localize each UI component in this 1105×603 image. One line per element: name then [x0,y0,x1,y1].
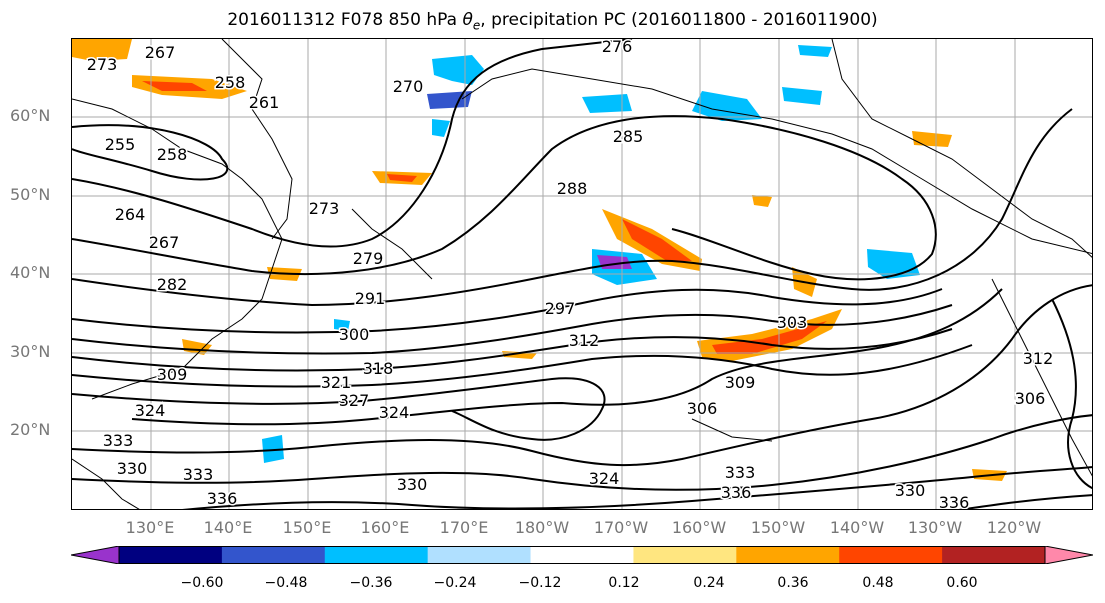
colorbar-tick-m048: −0.48 [264,575,308,591]
contour-label: 336 [721,483,752,502]
contour-label: 309 [157,365,188,384]
lon-label-150e: 150°E [282,518,332,537]
colorbar-segment [736,546,840,564]
title-suffix: , precipitation PC (2016011800 - 2016011… [480,10,878,30]
map-title: 2016011312 F078 850 hPa θe, precipitatio… [0,10,1105,32]
precip-shading [72,39,1007,481]
colorbar-segment [221,546,326,564]
colorbar-extend-high [1044,546,1093,564]
title-theta: θ [462,10,473,30]
title-prefix: 2016011312 F078 850 hPa [227,10,463,30]
lon-label-140w: 140°W [829,518,885,537]
lon-label-170e: 170°E [439,518,489,537]
lon-label-160e: 160°E [360,518,410,537]
contour-label: 264 [115,205,146,224]
lon-label-140e: 140°E [203,518,253,537]
colorbar-segment [633,546,737,564]
contour-label: 282 [157,275,188,294]
contour-label: 297 [545,299,576,318]
contour-label: 318 [363,359,394,378]
contour-label: 258 [157,145,188,164]
contour-label: 324 [589,469,620,488]
lon-label-130e: 130°E [125,518,175,537]
lon-label-130w: 130°W [907,518,963,537]
contour-label: 267 [145,43,176,62]
colorbar-tick-m060: −0.60 [180,575,224,591]
contour-label: 336 [207,489,238,508]
lat-label-20n: 20°N [10,420,51,439]
contour-label: 327 [339,391,370,410]
contour-label: 273 [87,55,118,74]
colorbar-segment [839,546,943,564]
colorbar-segment [942,546,1046,564]
contour-label: 288 [557,179,588,198]
contour-label: 333 [183,465,214,484]
contour-label: 303 [777,313,808,332]
colorbar-tick-m024: −0.24 [433,575,477,591]
contour-label: 312 [569,331,600,350]
map-panel: 273 267 258 261 255 258 264 267 273 270 276 285 288 2… [71,38,1093,510]
theta-e-labels: 2732672582612552582642672732702762852882… [85,39,1055,510]
lon-label-170w: 170°W [593,518,649,537]
contour-label: 285 [613,127,644,146]
coastlines [72,39,1092,509]
contour-label: 324 [135,401,166,420]
contour-label: 273 [309,199,340,218]
colorbar-outline [118,546,1046,564]
colorbar-tick-060: 0.60 [946,575,978,591]
colorbar-segment [324,546,429,564]
colorbar-segment [119,546,223,564]
colorbar-extend-low [71,546,120,564]
contour-label: 330 [117,459,148,478]
lat-label-40n: 40°N [10,263,51,282]
contour-label: 255 [105,135,136,154]
theta-e-contours [72,39,1092,509]
contour-label: 306 [1015,389,1046,408]
colorbar-segment [427,546,532,564]
contour-label: 330 [397,475,428,494]
colorbar-tick-m012: −0.12 [518,575,562,591]
contour-label: 276 [602,39,633,56]
contour-label: 291 [355,289,386,308]
contour-label: 261 [249,93,280,112]
colorbar-tick-m036: −0.36 [349,575,393,591]
lat-label-50n: 50°N [10,185,51,204]
colorbar-segment [530,546,634,564]
lon-label-180w: 180°W [514,518,570,537]
lat-label-60n: 60°N [10,106,51,125]
contour-label: 270 [393,77,424,96]
lat-label-30n: 30°N [10,342,51,361]
contour-label: 330 [895,481,926,500]
contour-label: 279 [353,249,384,268]
contour-label: 321 [321,373,352,392]
map-canvas: 2732672582612552582642672732702762852882… [72,39,1092,510]
lon-label-150w: 150°W [750,518,806,537]
contour-label: 312 [1023,349,1054,368]
contour-label: 333 [103,431,134,450]
title-theta-subscript: e [472,18,481,33]
lon-label-160w: 160°W [671,518,727,537]
contour-label: 333 [725,463,756,482]
contour-label: 336 [939,493,970,510]
contour-label: 309 [725,373,756,392]
contour-label: 258 [215,73,246,92]
colorbar-tick-012: 0.12 [608,575,640,591]
colorbar-tick-048: 0.48 [862,575,894,591]
colorbar-tick-024: 0.24 [693,575,725,591]
lon-label-120w: 120°W [986,518,1042,537]
contour-label: 324 [379,403,410,422]
contour-label: 267 [149,233,180,252]
colorbar [71,546,1093,564]
contour-label: 300 [339,325,370,344]
colorbar-tick-036: 0.36 [777,575,809,591]
contour-label: 306 [687,399,718,418]
